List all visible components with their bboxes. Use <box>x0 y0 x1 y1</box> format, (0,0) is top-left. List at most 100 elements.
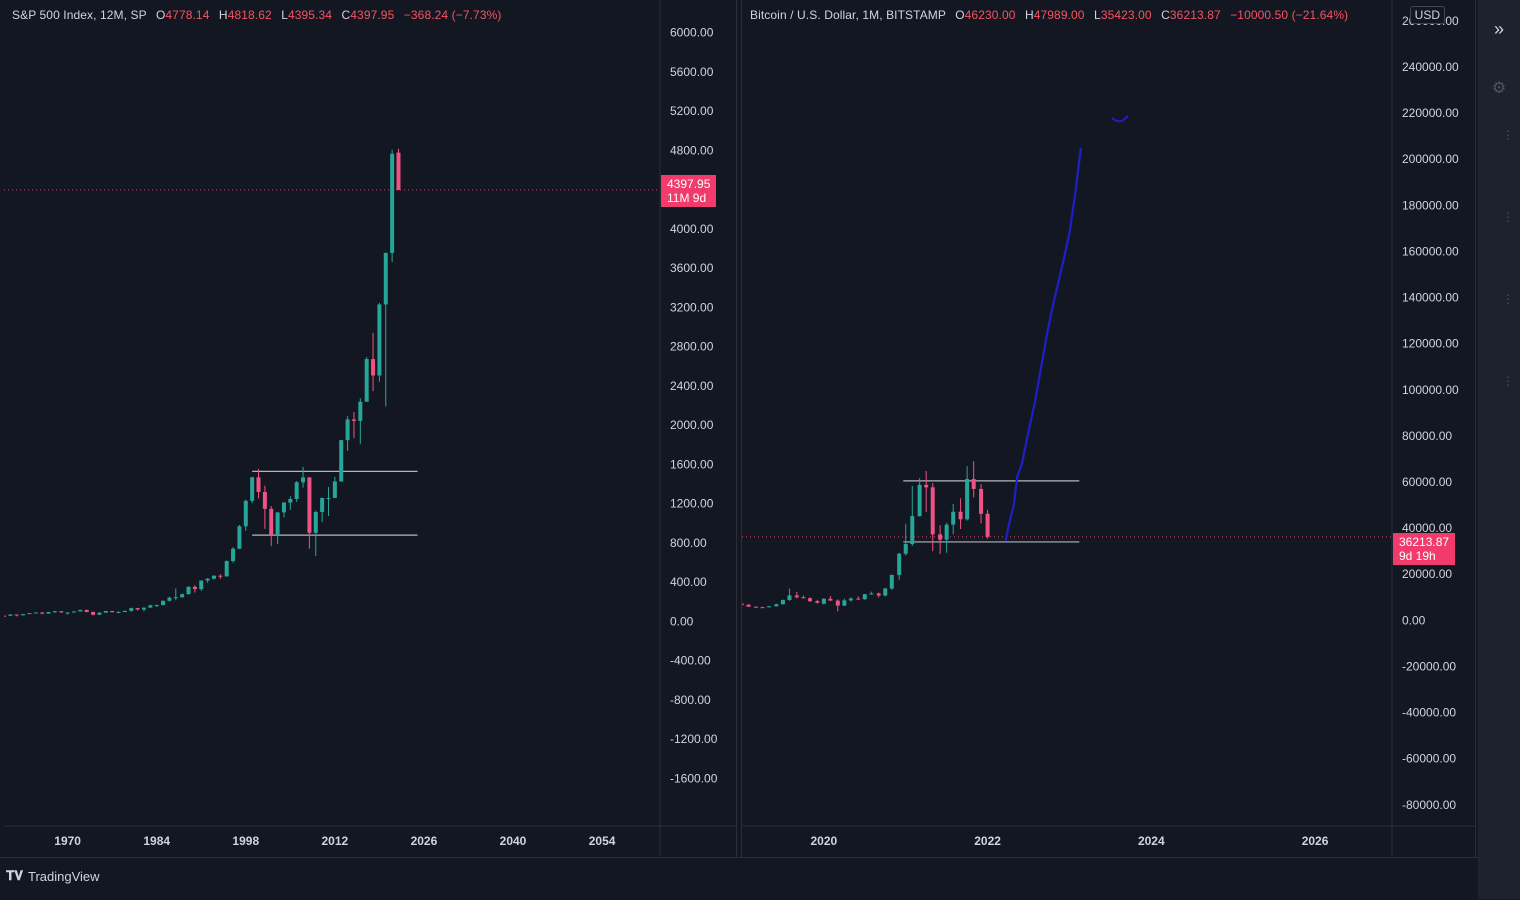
open-value: 4778.14 <box>165 8 210 22</box>
y-axis-tick-label: 2400.00 <box>670 379 714 393</box>
x-axis-tick-label: 2040 <box>500 834 527 848</box>
candle-body <box>243 500 248 527</box>
candle-body <box>339 440 344 482</box>
candle-body <box>364 359 369 402</box>
currency-button[interactable]: USD <box>1409 6 1445 24</box>
close-label: C <box>341 8 351 22</box>
close-label: C <box>1161 8 1170 22</box>
candle-body <box>301 477 306 483</box>
x-axis-tick-label: 1998 <box>232 834 259 848</box>
candle-body <box>794 595 799 598</box>
candle-body <box>345 419 350 441</box>
candle-body <box>192 586 197 590</box>
candle-body <box>801 597 806 599</box>
candle-body <box>828 598 833 601</box>
tradingview-mark-icon: 𝐓𝐕 <box>6 868 23 883</box>
btc-chart-pane[interactable]: 260000.00240000.00220000.00200000.001800… <box>741 0 1476 857</box>
sp500-chart[interactable]: 6000.00 5600.00 5200.00 4800.00 4000.00 3600.… <box>4 0 736 857</box>
open-label: O <box>155 8 166 22</box>
candle-body <box>116 612 121 614</box>
candle-body <box>65 612 70 614</box>
y-axis-tick-label: 40000.00 <box>1402 521 1452 535</box>
more-dots-icon[interactable]: ⋮ <box>1502 128 1514 142</box>
candle-body <box>141 607 146 610</box>
y-axis-tick-label: 240000.00 <box>1402 60 1459 74</box>
y-axis-tick-label: -1200.00 <box>670 732 718 746</box>
candle-body <box>938 534 943 540</box>
projection-drawing <box>1004 147 1082 542</box>
candle-body <box>774 604 779 607</box>
low-label: L <box>1094 8 1101 22</box>
right-toolbar: » ⚙ ⋮ ⋮ ⋮ ⋮ <box>1478 0 1520 899</box>
candle-body <box>383 252 388 305</box>
candle-body <box>351 419 356 421</box>
more-dots-icon[interactable]: ⋮ <box>1502 210 1514 224</box>
candle-body <box>910 516 915 545</box>
candle-body <box>862 594 867 600</box>
candle-body <box>320 498 325 513</box>
btc-last-price-tag: 36213.87 9d 19h <box>1393 533 1456 565</box>
candle-body <box>377 304 382 376</box>
y-axis-tick-label: -40000.00 <box>1402 706 1456 720</box>
candle-body <box>883 588 888 596</box>
tradingview-brand: TradingView <box>28 868 100 884</box>
candle-body <box>250 477 255 501</box>
low-label: L <box>281 8 288 22</box>
tradingview-logo[interactable]: 𝐓𝐕 TradingView <box>6 868 100 884</box>
sp500-chart-pane[interactable]: 6000.00 5600.00 5200.00 4800.00 4000.00 3600.… <box>4 0 737 857</box>
y-axis-tick-label: 3600.00 <box>670 261 714 275</box>
y-axis-tick-label: 180000.00 <box>1402 198 1459 212</box>
sp500-last-price-tag: 4397.95 11M 9d <box>661 175 717 207</box>
last-price: 4397.95 <box>667 177 711 191</box>
expand-panel-icon[interactable]: » <box>1493 19 1504 39</box>
candle-body <box>211 575 216 579</box>
low-value: 35423.00 <box>1100 8 1152 22</box>
candle-body <box>167 597 172 601</box>
candle-body <box>958 511 963 520</box>
candle-body <box>154 605 159 607</box>
more-dots-icon[interactable]: ⋮ <box>1502 292 1514 306</box>
close-value: 4397.95 <box>350 8 395 22</box>
candle-body <box>269 508 274 536</box>
sp500-legend: S&P 500 Index, 12M, SP O4778.14 H4818.62… <box>12 8 501 22</box>
candle-body <box>4 615 6 617</box>
open-label: O <box>955 8 965 22</box>
candle-body <box>110 610 115 613</box>
y-axis-tick-label: 220000.00 <box>1402 106 1459 120</box>
y-axis-tick-label: 4000.00 <box>670 222 714 236</box>
candle-body <box>33 612 38 614</box>
candle-body <box>903 544 908 554</box>
y-axis-tick-label: -80000.00 <box>1402 798 1456 812</box>
candle-body <box>205 578 210 581</box>
candle-body <box>40 612 45 614</box>
candle-body <box>313 512 318 533</box>
y-axis-tick-label: 60000.00 <box>1402 475 1452 489</box>
btc-chart[interactable]: 260000.00240000.00220000.00200000.001800… <box>742 0 1475 857</box>
btc-legend: Bitcoin / U.S. Dollar, 1M, BITSTAMP O462… <box>750 8 1348 22</box>
candle-body <box>780 600 785 605</box>
candle-body <box>231 548 236 562</box>
x-axis-tick-label: 2020 <box>811 834 838 848</box>
gear-icon[interactable]: ⚙ <box>1491 80 1507 97</box>
candle-body <box>971 479 976 489</box>
y-axis-tick-label: 200000.00 <box>1402 152 1459 166</box>
candle-body <box>122 610 127 613</box>
candle-body <box>889 574 894 589</box>
candle-body <box>358 401 363 421</box>
more-dots-icon[interactable]: ⋮ <box>1502 374 1514 388</box>
candle-body <box>97 612 102 615</box>
candle-body <box>746 604 751 607</box>
bar-countdown: 9d 19h <box>1399 549 1436 563</box>
candle-body <box>78 609 83 612</box>
candle-body <box>186 586 191 595</box>
x-axis-tick-label: 2054 <box>589 834 616 848</box>
candle-body <box>815 601 820 603</box>
sp500-symbol[interactable]: S&P 500 Index, 12M, SP <box>12 8 147 22</box>
x-axis-tick-label: 2012 <box>322 834 349 848</box>
btc-symbol[interactable]: Bitcoin / U.S. Dollar, 1M, BITSTAMP <box>750 8 946 22</box>
candle-body <box>985 513 990 537</box>
x-axis-tick-label: 1984 <box>143 834 170 848</box>
y-axis-tick-label: 4800.00 <box>670 143 714 157</box>
y-axis-tick-label: 3200.00 <box>670 300 714 314</box>
y-axis-tick-label: -20000.00 <box>1402 659 1456 673</box>
